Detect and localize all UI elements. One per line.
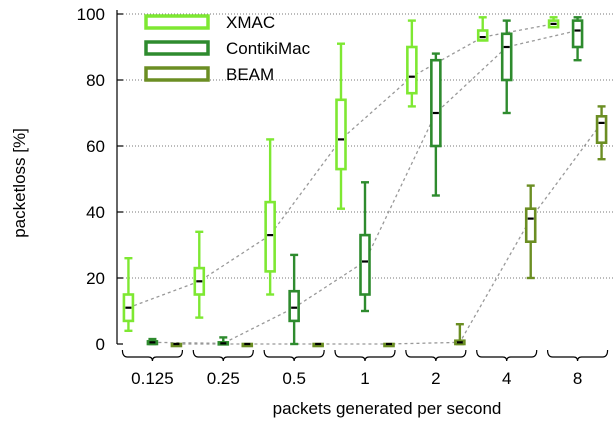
box-contikimac	[500, 19, 513, 115]
y-tick-label: 40	[86, 203, 105, 222]
series-xmac	[122, 16, 560, 332]
legend-swatch	[144, 40, 210, 56]
box-xmac	[335, 42, 347, 210]
series-contikimac	[146, 16, 584, 346]
box-contikimac	[288, 253, 300, 346]
x-tick-label: 0.125	[131, 369, 174, 388]
legend-swatch	[144, 14, 210, 30]
box-beam	[170, 342, 183, 348]
iqr-box	[335, 98, 347, 171]
legend-item-beam: BEAM	[144, 65, 274, 84]
legend: XMAC ContikiMac BEAM	[144, 13, 311, 84]
box-xmac	[122, 257, 135, 332]
iqr-box	[359, 233, 371, 296]
x-category-bracket	[476, 349, 538, 362]
box-xmac	[264, 138, 276, 296]
y-tick-label: 20	[86, 269, 105, 288]
iqr-box	[524, 207, 537, 243]
x-tick-label: 8	[573, 369, 582, 388]
x-category-bracket	[121, 349, 184, 362]
legend-label: BEAM	[226, 65, 274, 84]
iqr-box	[264, 200, 276, 273]
x-category-bracket	[334, 349, 396, 362]
y-tick-label: 100	[77, 5, 105, 24]
x-tick-label: 1	[360, 369, 369, 388]
box-beam	[595, 105, 608, 161]
box-beam	[524, 184, 537, 280]
iqr-box	[476, 29, 489, 42]
median-trend-beam	[176, 122, 603, 345]
legend-item-contikimac: ContikiMac	[144, 39, 311, 58]
legend-item-xmac: XMAC	[144, 13, 275, 32]
box-xmac	[476, 16, 489, 42]
box-contikimac	[430, 52, 442, 197]
iqr-box	[500, 32, 513, 82]
x-category-bracket	[405, 349, 467, 362]
box-beam	[383, 342, 395, 348]
x-axis-title: packets generated per second	[273, 399, 502, 418]
legend-label: ContikiMac	[226, 39, 311, 58]
axes: 0 20 40 60 80 100 0.125 0.25 0.5 1 2 4 8	[77, 5, 609, 388]
x-category-bracket	[192, 349, 254, 362]
y-tick-label: 60	[86, 137, 105, 156]
box-xmac	[547, 16, 560, 29]
x-category-bracket	[546, 349, 609, 362]
box-beam	[241, 342, 254, 348]
x-tick-label: 0.5	[282, 369, 306, 388]
box-plots	[122, 16, 608, 348]
iqr-box	[406, 45, 418, 95]
x-tick-label: 0.25	[207, 369, 240, 388]
legend-label: XMAC	[226, 13, 275, 32]
y-tick-label: 80	[86, 71, 105, 90]
iqr-box	[571, 19, 584, 49]
legend-swatch	[144, 66, 210, 82]
box-contikimac	[217, 336, 230, 346]
iqr-box	[288, 289, 300, 323]
box-contikimac	[571, 16, 584, 62]
box-xmac	[193, 230, 206, 319]
y-axis-title: packetloss [%]	[10, 128, 29, 238]
box-contikimac	[146, 337, 159, 346]
iqr-box	[595, 115, 608, 145]
y-tick-label: 0	[96, 335, 105, 354]
iqr-box	[430, 58, 442, 148]
box-beam	[454, 323, 466, 346]
series-beam	[170, 105, 608, 348]
x-tick-label: 4	[502, 369, 511, 388]
box-xmac	[406, 19, 418, 108]
x-category-bracket	[263, 349, 325, 362]
box-contikimac	[359, 181, 371, 313]
x-tick-label: 2	[431, 369, 440, 388]
box-beam	[312, 342, 324, 348]
